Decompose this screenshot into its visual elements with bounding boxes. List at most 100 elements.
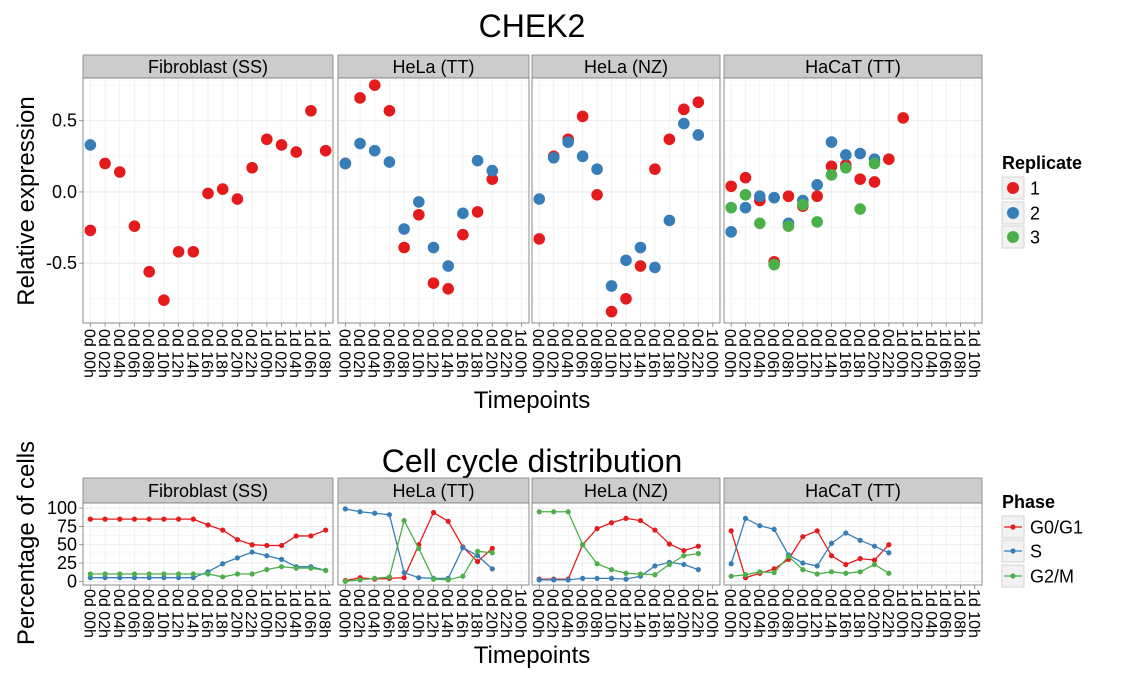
x-tick-label: 0d 20h [865, 329, 882, 378]
y-tick-label: 100 [47, 498, 77, 518]
x-tick-label: 0d 18h [850, 589, 867, 638]
data-point [319, 144, 332, 157]
x-tick-label: 0d 20h [674, 589, 691, 638]
data-point [797, 198, 809, 211]
x-tick-label: 0d 04h [365, 589, 382, 638]
data-point [216, 183, 229, 195]
data-point [811, 179, 823, 191]
data-point [871, 543, 878, 549]
data-point [634, 260, 647, 272]
x-tick-label: 0d 18h [213, 589, 230, 638]
panel-border [723, 502, 983, 586]
data-point [175, 575, 182, 581]
data-point [608, 567, 615, 573]
data-point [357, 509, 363, 515]
data-point [246, 161, 258, 174]
data-point [249, 549, 255, 555]
x-tick-label: 0d 14h [183, 589, 200, 638]
x-tick-label: 0d 02h [544, 329, 561, 378]
data-point [883, 153, 895, 165]
data-point [354, 92, 366, 104]
data-point [146, 516, 152, 522]
data-point [725, 201, 737, 214]
x-tick-label: 0d 20h [482, 329, 499, 378]
x-tick-label: 0d 22h [242, 589, 259, 638]
x-tick-label: 1d 08h [951, 329, 968, 378]
series-2 [84, 139, 97, 151]
x-tick-label: 0d 22h [688, 589, 705, 638]
legend-label: 3 [1030, 228, 1040, 248]
data-point [814, 563, 820, 569]
data-point [84, 224, 97, 237]
data-point [323, 527, 329, 533]
x-tick-label: 0d 20h [674, 329, 691, 378]
y-tick-label: -0.5 [46, 253, 77, 273]
data-point [800, 560, 806, 566]
chart-1: Cell cycle distribution Fibroblast (SS) 0d… [13, 441, 1083, 669]
x-tick-label: 1d 02h [908, 589, 925, 638]
data-point [261, 133, 273, 146]
data-point [460, 545, 466, 551]
data-point [143, 265, 155, 278]
facet-label: HeLa (NZ) [584, 481, 668, 501]
data-point [102, 571, 108, 577]
x-tick-label: 0d 00h [721, 329, 738, 378]
data-point [663, 214, 676, 227]
data-point [205, 522, 211, 528]
x-tick-label: 1d 06h [301, 329, 318, 378]
data-point [620, 254, 632, 267]
data-point [401, 517, 407, 524]
chart-title: CHEK2 [479, 8, 586, 44]
facet-label: HaCaT (TT) [805, 481, 901, 501]
data-point [474, 558, 481, 565]
x-tick-label: 0d 12h [616, 329, 633, 378]
legend: Phase G0/G1 S G2/M [1001, 492, 1083, 588]
legend-label: 1 [1030, 179, 1040, 199]
data-point [249, 542, 255, 548]
data-point [368, 144, 381, 157]
x-tick-label: 0d 08h [587, 589, 604, 638]
x-tick-label: 0d 10h [793, 589, 810, 638]
x-tick-label: 0d 12h [169, 589, 186, 638]
x-tick-label: 1d 00h [703, 329, 720, 378]
facet-strip [337, 477, 530, 504]
x-tick-label: 0d 18h [468, 589, 485, 638]
x-tick-label: 0d 22h [497, 589, 514, 638]
x-tick-label: 0d 08h [394, 589, 411, 638]
legend-label: 2 [1030, 204, 1040, 224]
series-G2M [87, 564, 329, 580]
x-tick-label: 0d 08h [779, 329, 796, 378]
data-point [471, 154, 484, 167]
x-tick-label: 0d 18h [659, 329, 676, 378]
y-tick-label: 25 [57, 553, 77, 573]
x-tick-label: 1d 00h [893, 329, 910, 378]
x-tick-label: 0d 00h [529, 329, 546, 378]
y-axis-label: Percentage of cells [13, 441, 40, 645]
data-point [357, 577, 363, 583]
data-point [854, 147, 866, 160]
data-point [158, 294, 170, 307]
x-tick-label: 0d 18h [659, 589, 676, 638]
legend-key-point [1010, 573, 1016, 579]
data-point [857, 537, 863, 543]
data-point [368, 79, 381, 91]
x-tick-label: 1d 00h [257, 589, 274, 638]
x-tick-label: 0d 06h [573, 329, 590, 378]
facet-label: HeLa (NZ) [584, 57, 668, 77]
x-tick-label: 1d 06h [301, 589, 318, 638]
data-point [591, 189, 603, 201]
data-point [692, 129, 705, 141]
x-tick-label: 0d 10h [409, 329, 426, 378]
data-point [652, 527, 658, 533]
data-point [871, 557, 878, 563]
facet-label: HeLa (TT) [392, 481, 474, 501]
x-tick-label: 0d 10h [602, 589, 619, 638]
legend-title: Replicate [1002, 153, 1082, 173]
data-point [547, 151, 560, 164]
x-tick-label: 0d 02h [95, 589, 112, 638]
x-axis-label: Timepoints [474, 642, 590, 669]
x-tick-label: 0d 06h [379, 589, 396, 638]
data-point [84, 139, 97, 151]
data-point [857, 556, 863, 562]
data-point [637, 571, 644, 577]
